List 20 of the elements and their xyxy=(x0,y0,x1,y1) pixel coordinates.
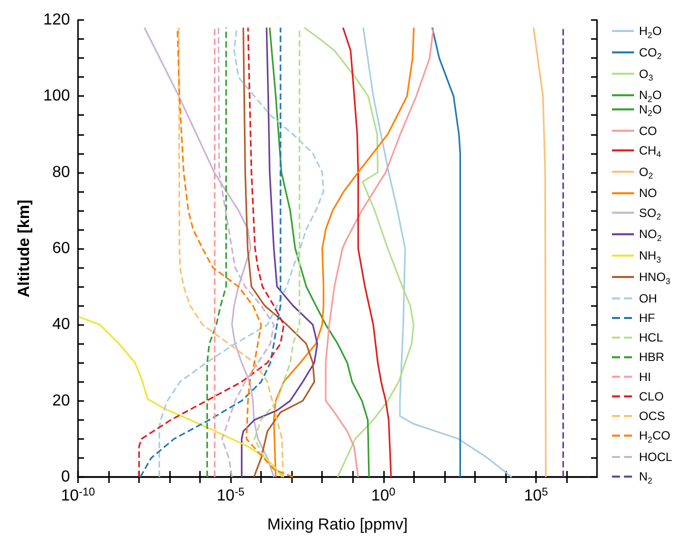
legend-label: HCL xyxy=(639,330,664,345)
x-axis-title: Mixing Ratio [ppmv] xyxy=(267,516,408,534)
legend-label: OH xyxy=(639,291,657,306)
legend-label: HBR xyxy=(639,350,665,364)
y-axis-title: Altitude [km] xyxy=(16,200,33,298)
legend-label: HF xyxy=(639,311,655,325)
legend-label: CO xyxy=(639,124,657,138)
y-tick-label: 20 xyxy=(52,392,70,410)
legend-label: CLO xyxy=(639,389,664,404)
y-tick-label: 0 xyxy=(61,468,70,486)
y-tick-label: 120 xyxy=(43,12,70,28)
y-tick-label: 100 xyxy=(43,88,70,105)
line-series xyxy=(532,26,547,478)
legend-label: OCS xyxy=(639,409,666,423)
y-tick-label: 40 xyxy=(52,316,70,334)
y-tick-label: 60 xyxy=(52,240,70,257)
y-tick-label: 80 xyxy=(52,164,70,181)
legend-label: HI xyxy=(639,370,651,384)
legend-label: NO xyxy=(639,186,657,200)
legend-label: HOCL xyxy=(639,450,673,464)
